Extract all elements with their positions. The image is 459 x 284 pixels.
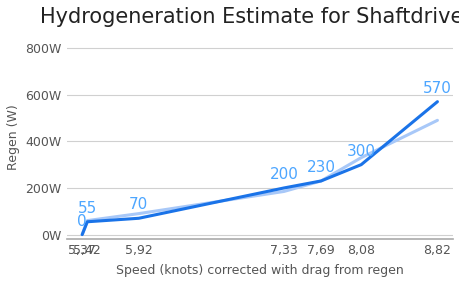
Text: 70: 70 [129, 197, 148, 212]
Text: 300: 300 [346, 144, 375, 159]
Text: 0: 0 [77, 214, 87, 229]
Text: 570: 570 [422, 81, 451, 96]
Text: 55: 55 [78, 201, 97, 216]
Y-axis label: Regen (W): Regen (W) [7, 104, 20, 170]
Text: 230: 230 [306, 160, 335, 175]
Text: 200: 200 [269, 167, 298, 182]
X-axis label: Speed (knots) corrected with drag from regen: Speed (knots) corrected with drag from r… [116, 264, 403, 277]
Text: Hydrogeneration Estimate for Shaftdrive 8: Hydrogeneration Estimate for Shaftdrive … [39, 7, 459, 27]
